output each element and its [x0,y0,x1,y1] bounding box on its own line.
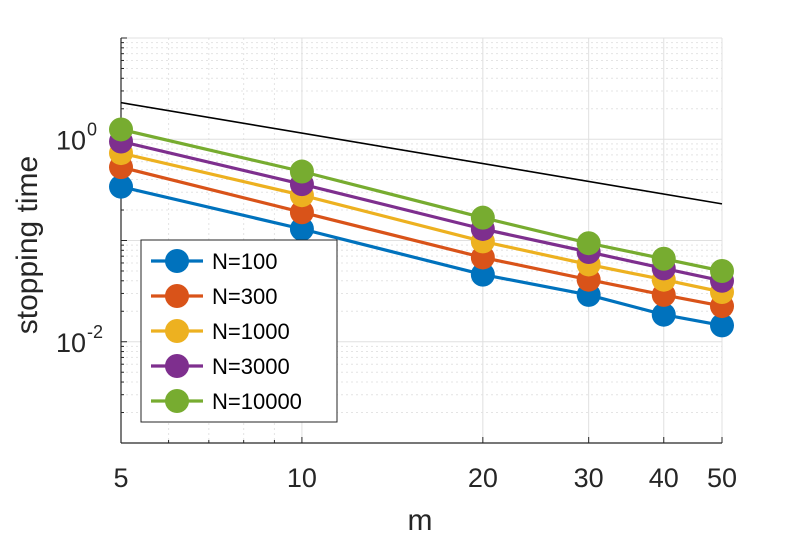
legend-swatch-marker [165,249,189,273]
x-tick-label: 5 [113,463,128,493]
legend-swatch-marker [165,319,189,343]
legend-swatch-marker [165,354,189,378]
plot-area [109,101,734,338]
data-point-N=100 [109,174,133,199]
data-point-N=10000 [470,205,495,230]
x-axis-label: m [408,504,433,537]
legend-label: N=3000 [212,354,290,379]
y-tick-label: 10 [56,125,86,155]
x-tick-label: 50 [707,463,737,493]
data-point-N=300 [289,200,314,225]
reference-line [120,101,723,205]
legend-label: N=1000 [212,319,290,344]
x-tick-label: 30 [574,463,604,493]
data-point-N=100 [289,216,314,241]
legend-label: N=10000 [212,389,302,414]
legend-label: N=100 [212,249,277,274]
legend-swatch-marker [165,389,189,413]
x-tick-label: 40 [649,463,679,493]
y-tick-exponent: 0 [87,119,97,139]
legend-label: N=300 [212,284,277,309]
axes [120,37,723,444]
legend-swatch-marker [165,284,189,308]
data-point-N=100 [651,302,676,327]
data-point-N=10000 [289,159,314,184]
legend: N=100 N=300 N=1000 N=3000 N=10000 [140,239,338,423]
x-tick-label: 10 [287,463,317,493]
x-tick-label: 20 [468,463,498,493]
data-point-N=100 [710,313,734,338]
y-tick-exponent: -2 [87,322,103,342]
data-point-N=10000 [576,231,601,256]
data-point-N=10000 [651,246,676,271]
data-point-N=10000 [710,258,734,283]
data-point-N=10000 [109,117,133,142]
y-tick-label: 10 [56,328,86,358]
data-point-N=100 [470,262,495,287]
y-axis-label: stopping time [11,156,44,334]
